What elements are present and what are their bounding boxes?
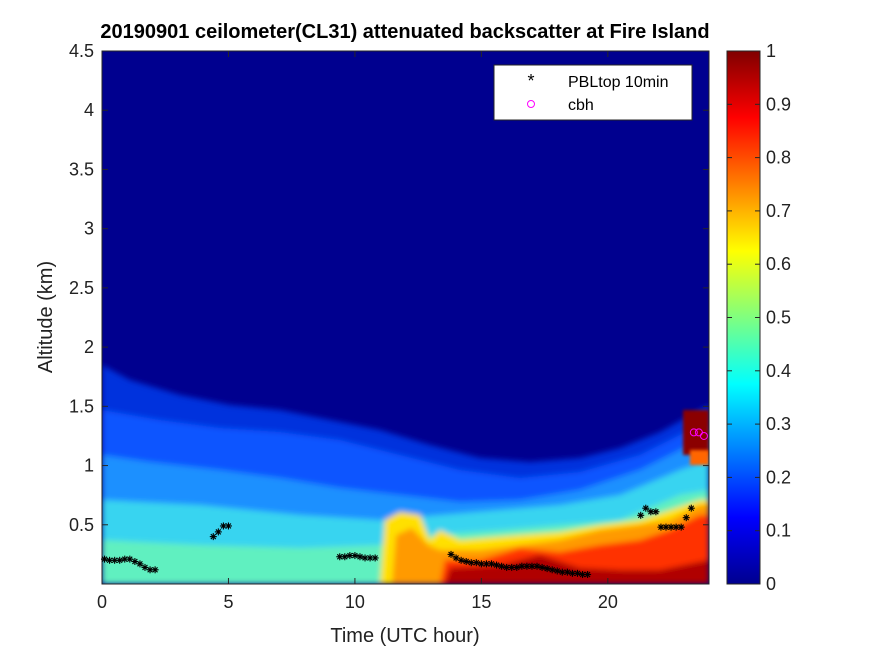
x-tick-label: 5 xyxy=(223,592,233,612)
pbltop-point xyxy=(493,561,501,569)
pbltop-point xyxy=(126,555,134,563)
markers xyxy=(101,428,708,579)
pbltop-point xyxy=(346,552,354,560)
pbltop-point xyxy=(141,563,149,571)
pbltop-point xyxy=(533,562,541,570)
pbltop-point xyxy=(224,522,232,530)
cbh-point xyxy=(699,431,708,440)
pbltop-point xyxy=(548,566,556,574)
colorbar-tick-label: 0.8 xyxy=(766,148,791,168)
backscatter-heatmap xyxy=(102,51,709,584)
y-tick-label: 4.5 xyxy=(69,41,94,61)
pbltop-point xyxy=(672,523,680,531)
y-tick-label: 3.5 xyxy=(69,159,94,179)
x-tick-label: 10 xyxy=(345,592,365,612)
cbh-point xyxy=(689,428,698,437)
legend: * PBLtop 10min cbh xyxy=(493,64,693,121)
legend-marker-cbh xyxy=(527,100,535,108)
colorbar-ticks: 0 0.1 0.2 0.3 0.4 0.5 0.6 0.7 0.8 0.9 1 xyxy=(727,41,791,594)
y-tick-label: 2.5 xyxy=(69,278,94,298)
pbltop-point xyxy=(682,514,690,522)
pbltop-point xyxy=(447,550,455,558)
pbltop-point xyxy=(513,563,521,571)
pbltop-point xyxy=(136,560,144,568)
y-tick-label: 0.5 xyxy=(69,515,94,535)
pbltop-point xyxy=(209,533,217,541)
x-axis-ticks: 0 5 10 15 20 xyxy=(97,51,618,612)
pbltop-point xyxy=(487,560,495,568)
colorbar-tick-label: 0.4 xyxy=(766,361,791,381)
colorbar-tick-label: 0.5 xyxy=(766,308,791,328)
legend-label-cbh: cbh xyxy=(568,97,594,114)
pbltop-point xyxy=(642,504,650,512)
x-axis-label: Time (UTC hour) xyxy=(330,625,479,647)
pbltop-point xyxy=(662,523,670,531)
plot-frame xyxy=(101,50,710,585)
pbltop-point xyxy=(214,528,222,536)
x-tick-label: 20 xyxy=(598,592,618,612)
pbltop-point xyxy=(677,523,685,531)
pbltop-point xyxy=(151,566,159,574)
pbltop-point xyxy=(538,563,546,571)
y-tick-label: 4 xyxy=(84,100,94,120)
pbltop-point xyxy=(584,571,592,579)
pbltop-point xyxy=(558,568,566,576)
colorbar-tick-label: 1 xyxy=(766,41,776,61)
colorbar-tick-label: 0.3 xyxy=(766,414,791,434)
x-tick-label: 0 xyxy=(97,592,107,612)
colorbar-tick-label: 0.7 xyxy=(766,201,791,221)
y-axis-ticks: 0.5 1 1.5 2 2.5 3 3.5 4 4.5 xyxy=(69,41,709,535)
pbltop-point xyxy=(452,554,460,562)
pbltop-point xyxy=(356,553,364,561)
colorbar-tick-label: 0.2 xyxy=(766,467,791,487)
legend-label-pbltop: PBLtop 10min xyxy=(568,74,669,91)
pbltop-point xyxy=(371,554,379,562)
y-tick-label: 1.5 xyxy=(69,396,94,416)
y-tick-label: 1 xyxy=(84,456,94,476)
pbltop-point xyxy=(351,552,359,560)
pbltop-point xyxy=(637,511,645,519)
y-tick-label: 2 xyxy=(84,337,94,357)
x-tick-label: 15 xyxy=(471,592,491,612)
colorbar-tick-label: 0.6 xyxy=(766,254,791,274)
colorbar-tick-label: 0 xyxy=(766,574,776,594)
pbltop-point xyxy=(131,557,139,565)
colorbar-tick-label: 0.1 xyxy=(766,521,791,541)
chart-title: 20190901 ceilometer(CL31) attenuated bac… xyxy=(100,21,709,43)
pbltop-point xyxy=(652,508,660,516)
colorbar: 0 0.1 0.2 0.3 0.4 0.5 0.6 0.7 0.8 0.9 1 xyxy=(726,41,791,594)
pbltop-point xyxy=(503,563,511,571)
y-axis-label: Altitude (km) xyxy=(35,261,57,373)
legend-marker-pbltop: * xyxy=(527,71,534,91)
pbltop-point xyxy=(687,504,695,512)
colorbar-tick-label: 0.9 xyxy=(766,94,791,114)
legend-box xyxy=(493,64,693,121)
pbltop-point xyxy=(116,556,124,564)
y-tick-label: 3 xyxy=(84,219,94,239)
